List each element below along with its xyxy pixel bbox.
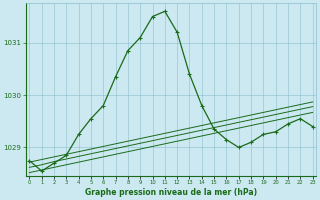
X-axis label: Graphe pression niveau de la mer (hPa): Graphe pression niveau de la mer (hPa): [85, 188, 257, 197]
